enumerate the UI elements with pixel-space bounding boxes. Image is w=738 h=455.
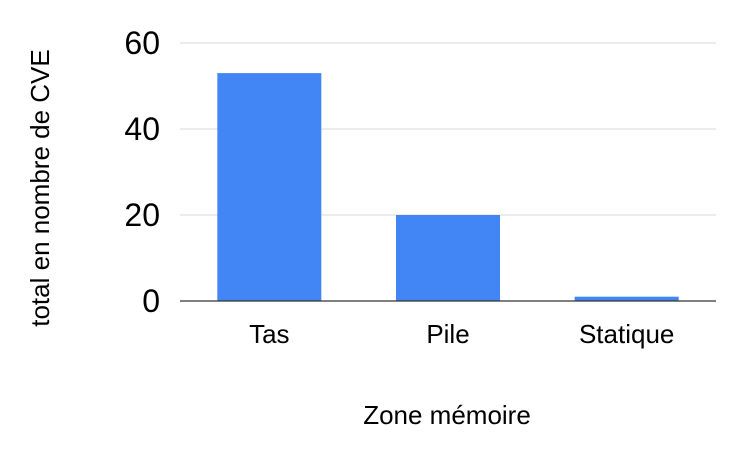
y-tick-label: 20 [124, 197, 160, 233]
x-category-label: Tas [249, 319, 289, 349]
x-category-labels: Tas Pile Statique [249, 319, 674, 349]
x-category-label: Pile [426, 319, 469, 349]
x-axis-title: Zone mémoire [363, 400, 531, 430]
bar [217, 73, 322, 301]
y-axis-title: total en nombre de CVE [25, 49, 55, 327]
y-tick-label: 0 [142, 283, 160, 319]
y-tick-label: 40 [124, 111, 160, 147]
bars [217, 73, 679, 301]
y-tick-labels: 0 20 40 60 [124, 25, 160, 319]
y-tick-label: 60 [124, 25, 160, 61]
bar [574, 296, 679, 301]
bar [396, 215, 500, 301]
x-category-label: Statique [579, 319, 674, 349]
